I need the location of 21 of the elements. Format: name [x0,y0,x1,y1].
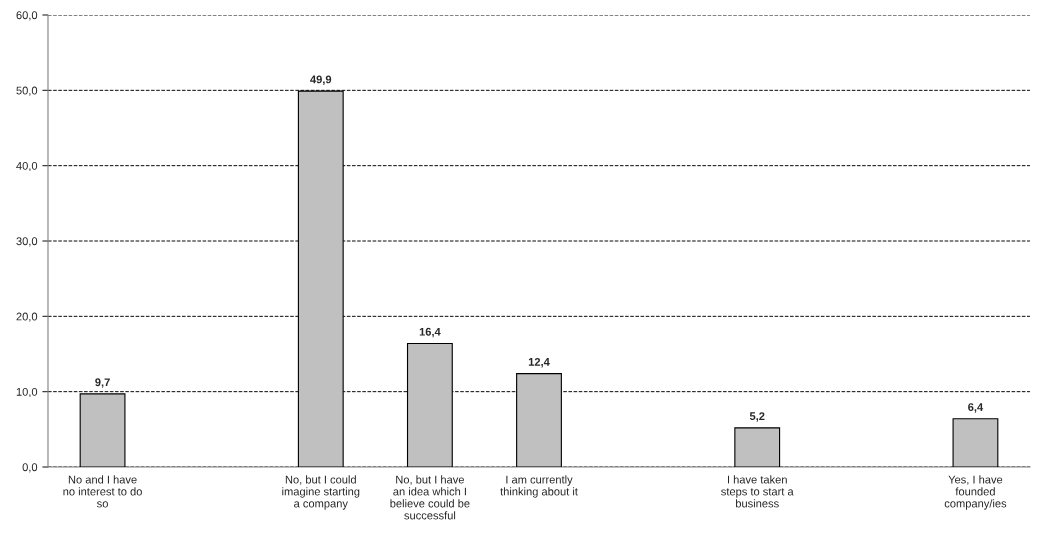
data-label: 16,4 [419,327,441,338]
bar [952,418,999,467]
data-label: 12,4 [528,357,550,368]
x-tick-label: No, but I could imagine starting a company [282,475,360,510]
data-label: 5,2 [749,412,765,422]
y-tick-label: 50,0 [16,86,38,96]
data-label: 49,9 [310,75,332,85]
x-tick-label: No and I have no interest to do so [63,475,142,508]
x-tick-label: No, but I have an idea which I believe could be successful [390,475,470,520]
data-label: 9,7 [95,378,110,388]
y-tick-label: 0,0 [22,463,38,473]
y-tick-label: 40,0 [16,161,38,172]
y-tick-label: 60,0 [16,11,38,21]
x-tick-label: I have taken steps to start a business [721,475,794,508]
bar [734,427,781,467]
data-label: 6,4 [968,403,984,413]
y-tick-label: 20,0 [16,312,38,322]
x-tick-label: Yes, I have founded company/ies [944,475,1007,510]
y-tick-label: 10,0 [16,387,38,398]
x-tick-label: I am currently thinking about it [500,475,578,498]
y-tick-label: 30,0 [16,237,38,247]
